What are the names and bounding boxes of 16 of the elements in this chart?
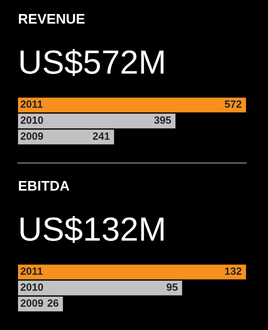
chart-subtitle: US$132M [20, 216, 164, 243]
data-label: 26 [48, 299, 58, 307]
data-label: 95 [166, 283, 178, 291]
data-label: 395 [154, 116, 171, 124]
data-label: 132 [225, 267, 242, 275]
data-label: 241 [92, 132, 110, 140]
y-tick-label: 2010 [20, 116, 44, 124]
y-tick-label: 2009 [20, 132, 44, 140]
y-tick-label: 2011 [20, 100, 43, 108]
data-label: 572 [224, 100, 242, 108]
chart-title: EBITDA [18, 181, 70, 191]
chart-subtitle: US$572M [20, 48, 164, 76]
chart-title: REVENUE [18, 14, 85, 24]
y-tick-label: 2009 [20, 299, 44, 307]
y-tick-label: 2011 [20, 267, 43, 275]
y-tick-label: 2010 [20, 283, 44, 291]
